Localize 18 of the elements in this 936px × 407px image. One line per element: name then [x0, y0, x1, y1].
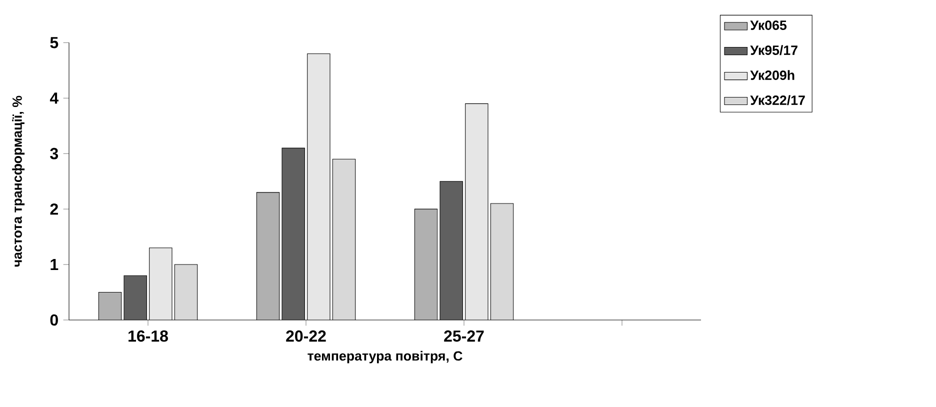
- y-tick-label: 4: [50, 92, 59, 104]
- x-axis-title: температура повітря, С: [308, 351, 462, 364]
- x-tick-label: 16-18: [128, 330, 168, 342]
- y-axis-title: частота трансформації, %: [12, 96, 25, 267]
- legend-label: Ук065: [750, 20, 787, 30]
- legend-label: Ук322/17: [750, 95, 805, 106]
- bar: [307, 54, 330, 320]
- legend-label: Ук209h: [750, 70, 794, 80]
- x-tick-label: 20-22: [286, 330, 326, 342]
- y-tick-label: 2: [50, 204, 58, 215]
- bar: [465, 104, 488, 320]
- y-tick-label: 5: [50, 37, 58, 48]
- y-tick-label: 3: [50, 148, 58, 160]
- x-tick-label: 25-27: [444, 330, 484, 342]
- bar: [149, 248, 172, 320]
- y-tick-label: 0: [50, 314, 58, 326]
- y-tick-label: 1: [50, 259, 58, 270]
- legend-label: Ук95/17: [750, 45, 798, 56]
